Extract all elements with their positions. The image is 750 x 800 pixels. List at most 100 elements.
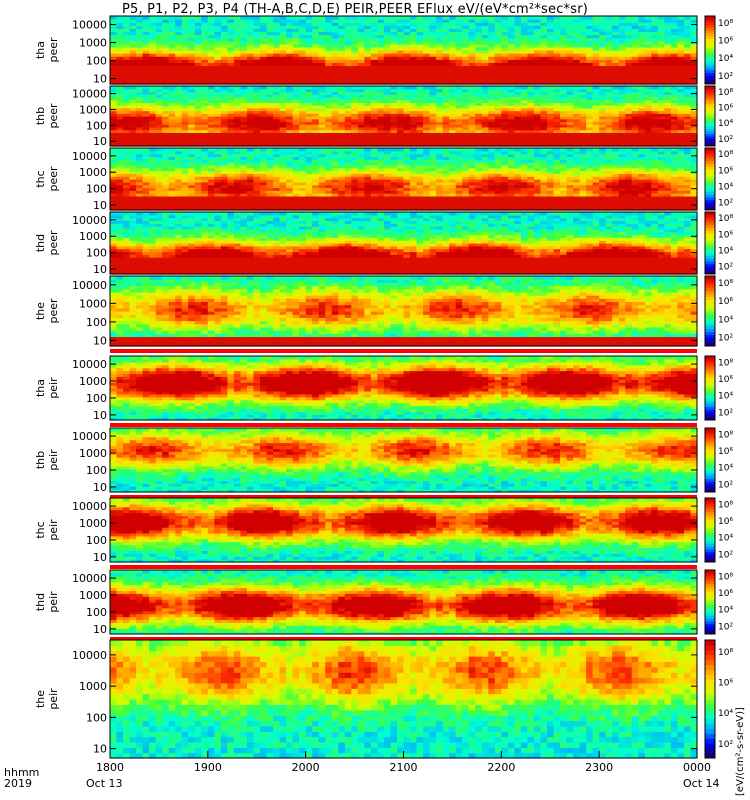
spectrogram-cell — [136, 71, 144, 76]
spectrogram-cell — [155, 37, 163, 42]
spectrogram-cell — [383, 28, 392, 33]
spectrogram-cell — [370, 19, 379, 23]
spectrogram-cell — [162, 16, 170, 20]
spectrogram-cell — [246, 53, 255, 57]
spectrogram-cell — [142, 25, 150, 29]
spectrogram-cell — [240, 74, 248, 79]
spectrogram-cell — [423, 25, 431, 29]
spectrogram-cell — [110, 56, 118, 60]
spectrogram-cell — [129, 37, 137, 42]
spectrogram-cell — [142, 77, 150, 82]
spectrogram-cell — [357, 31, 365, 36]
spectrogram-cell — [403, 43, 411, 48]
spectrogram-cell — [370, 68, 379, 73]
spectrogram-cell — [149, 37, 157, 42]
spectrogram-cell — [455, 71, 463, 76]
spectrogram-cell — [175, 71, 183, 76]
spectrogram-cell — [364, 40, 372, 45]
spectrogram-cell — [292, 68, 300, 73]
spectrogram-cell — [377, 74, 385, 79]
spectrogram-cell — [123, 65, 131, 70]
spectrogram-cell — [168, 31, 176, 36]
spectrogram-cell — [312, 71, 320, 76]
spectrogram-cell — [455, 46, 463, 51]
spectrogram-cell — [449, 22, 457, 26]
spectrogram-cell — [260, 74, 268, 79]
spectrogram-cell — [175, 50, 183, 54]
spectrogram-cell — [142, 53, 150, 57]
spectrogram-cell — [168, 22, 176, 26]
spectrogram-cell — [416, 65, 424, 70]
spectrogram-cell — [266, 34, 274, 39]
spectrogram-cell — [514, 65, 522, 70]
spectrogram-cell — [207, 53, 215, 57]
spectrogram-cell — [494, 50, 502, 54]
spectrogram-cell — [533, 50, 542, 54]
spectrogram-cell — [201, 77, 209, 82]
spectrogram-cell — [364, 50, 372, 54]
spectrogram-cell — [410, 22, 418, 26]
spectrogram-cell — [194, 65, 202, 70]
spectrogram-cell — [344, 62, 352, 67]
spectrogram-cell — [344, 22, 352, 26]
spectrogram-cell — [279, 50, 287, 54]
spectrogram-cell — [449, 59, 457, 63]
spectrogram-cell — [540, 28, 548, 33]
spectrogram-cell — [129, 22, 137, 26]
spectrogram-cell — [292, 31, 300, 36]
spectrogram-cell — [194, 19, 202, 23]
spectrogram-cell — [377, 46, 385, 51]
spectrogram-cell — [540, 56, 548, 60]
spectrogram-cell — [416, 68, 424, 73]
spectrogram-cell — [396, 53, 405, 57]
spectrogram-cell — [475, 16, 483, 20]
spectrogram-cell — [325, 148, 333, 152]
spectrogram-cell — [481, 77, 489, 82]
spectrogram-cell — [494, 71, 502, 76]
spectrogram-cell — [344, 56, 352, 60]
spectrogram-cell — [488, 28, 496, 33]
spectrogram-cell — [318, 80, 326, 85]
spectrogram-cell — [423, 53, 431, 57]
spectrogram-cell — [207, 43, 215, 48]
spectrogram-cell — [110, 34, 118, 39]
y-tick-label: 100 — [86, 55, 107, 68]
spectrogram-cell — [273, 37, 281, 42]
spectrogram-cell — [312, 46, 320, 51]
spectrogram-cell — [494, 40, 502, 45]
spectrogram-cell — [338, 80, 346, 85]
spectrogram-cell — [299, 50, 307, 54]
spectrogram-cell — [325, 34, 333, 39]
spectrogram-cell — [488, 37, 496, 42]
spectrogram-cell — [442, 71, 450, 76]
spectrogram-cell — [260, 68, 268, 73]
spectrogram-cell — [318, 65, 326, 70]
spectrogram-cell — [364, 31, 372, 36]
spectrogram-cell — [501, 22, 509, 26]
spectrogram-cell — [364, 28, 372, 33]
spectrogram-cell — [260, 80, 268, 85]
spectrogram-cell — [481, 25, 489, 29]
spectrogram-cell — [494, 53, 502, 57]
spectrogram-cell — [364, 68, 372, 73]
spectrogram-cell — [416, 19, 424, 23]
spectrogram-cell — [331, 22, 339, 26]
spectrogram-cell — [207, 40, 215, 45]
spectrogram-cell — [318, 62, 326, 67]
spectrogram-cell — [370, 59, 379, 63]
spectrogram-cell — [364, 59, 372, 63]
spectrogram-cell — [331, 16, 339, 20]
spectrogram-cell — [416, 62, 424, 67]
spectrogram-cell — [462, 62, 470, 67]
spectrogram-cell — [110, 77, 118, 82]
spectrogram-cell — [494, 28, 502, 33]
spectrogram-cell — [299, 37, 307, 42]
spectrogram-cell — [188, 59, 196, 63]
spectrogram-cell — [377, 50, 385, 54]
spectrogram-cell — [220, 50, 228, 54]
spectrogram-cell — [357, 148, 365, 152]
spectrogram-cell — [507, 53, 515, 57]
spectrogram-cell — [227, 62, 235, 67]
spectrogram-cell — [533, 65, 542, 70]
